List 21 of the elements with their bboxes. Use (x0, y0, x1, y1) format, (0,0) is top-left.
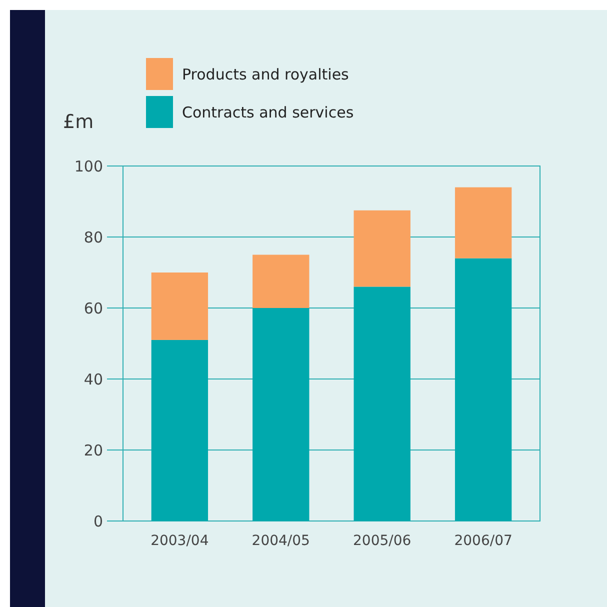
legend-label: Contracts and services (182, 103, 354, 122)
bar (151, 340, 208, 521)
bar (252, 308, 310, 521)
x-tick-label: 2005/06 (353, 533, 412, 549)
bar (252, 254, 310, 308)
bar (354, 286, 410, 521)
y-tick-label: 40 (84, 370, 103, 388)
y-tick-label: 20 (84, 441, 103, 460)
y-axis-title: £m (63, 111, 94, 133)
legend-label: Products and royalties (182, 65, 350, 84)
bar (354, 210, 410, 287)
x-tick-label: 2004/05 (252, 533, 310, 549)
y-tick-label: 100 (74, 157, 103, 176)
x-tick-label: 2006/07 (454, 533, 512, 549)
y-tick-label: 0 (93, 512, 103, 530)
bar (454, 187, 512, 258)
y-tick-label: 60 (84, 299, 103, 318)
x-tick-label: 2003/04 (150, 533, 209, 549)
bar (151, 272, 208, 340)
y-tick-label: 80 (84, 228, 103, 246)
bar (454, 258, 512, 521)
